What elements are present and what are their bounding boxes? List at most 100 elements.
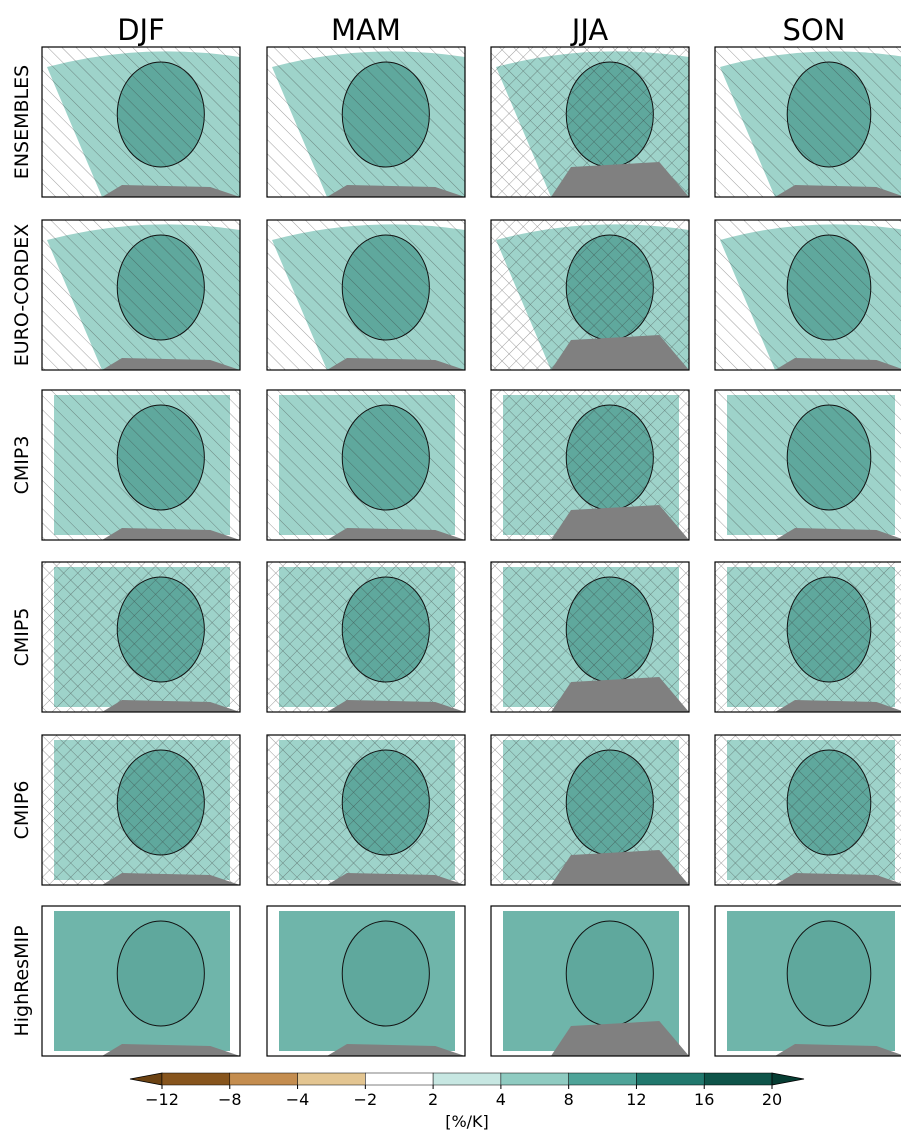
masked-area [551,162,689,197]
map-panel [41,46,241,198]
panel-frame [714,734,901,886]
masked-area [775,358,901,370]
map-content [267,906,465,1056]
map-panel [714,219,901,371]
hatching [42,220,240,370]
hatching [267,735,465,885]
map-content [42,390,240,540]
map-content [715,906,901,1056]
map-content [715,562,901,712]
hatching [267,47,465,197]
map-panel [41,389,241,541]
masked-area [102,700,240,712]
colorbar-segment [500,1072,569,1086]
map-content [491,735,689,885]
panel-frame [490,219,690,371]
map-content [491,562,689,712]
panel-frame [41,46,241,198]
row-label: HighResMIP [11,925,33,1036]
map-panel [714,734,901,886]
panel-frame [714,561,901,713]
panel-frame [266,734,466,886]
row-label: CMIP6 [11,781,33,840]
masked-area [327,873,465,885]
hatching [267,390,465,540]
map-panel [490,561,690,713]
panel-frame [41,905,241,1057]
masked-area [327,358,465,370]
column-title: MAM [331,13,401,47]
land-mass [116,920,205,1027]
map-panel [490,905,690,1057]
colorbar-extend-low [129,1072,163,1086]
map-panel [266,219,466,371]
hatching [42,390,240,540]
panel-frame [490,389,690,541]
masked-area [102,358,240,370]
panel-frame [490,905,690,1057]
panel-frame [41,734,241,886]
map-content [715,390,901,540]
masked-area [551,677,689,712]
masked-area [102,185,240,197]
land-mass [786,920,872,1027]
colorbar-segment [297,1072,366,1086]
panel-frame [266,561,466,713]
colorbar-extend-high [771,1072,805,1086]
colorbar-tick-label: −4 [286,1090,310,1109]
map-panel [714,389,901,541]
colorbar-tick-label: 20 [762,1090,782,1109]
masked-area [775,185,901,197]
hatching [42,735,240,885]
colorbar-label: [%/K] [445,1112,489,1131]
masked-area [102,1044,240,1056]
map-panel [714,46,901,198]
column-title: DJF [117,13,165,47]
masked-area [551,850,689,885]
colorbar-tick-label: 4 [496,1090,506,1109]
map-panel [266,561,466,713]
hatching [715,735,901,885]
map-content [267,735,465,885]
hatching [715,47,901,197]
panel-frame [266,219,466,371]
map-panel [41,219,241,371]
map-content [42,220,240,370]
hatching [715,220,901,370]
map-content [491,220,689,370]
panel-frame [490,561,690,713]
masked-area [327,700,465,712]
hatching [267,562,465,712]
map-panel [490,734,690,886]
map-content [267,562,465,712]
masked-area [775,700,901,712]
colorbar-segment [161,1072,231,1086]
panel-frame [714,905,901,1057]
map-content [491,906,689,1056]
map-content [267,47,465,197]
hatching [715,562,901,712]
map-panel [266,389,466,541]
map-panel [490,46,690,198]
masked-area [775,528,901,540]
masked-area [775,873,901,885]
map-panel [41,561,241,713]
masked-area [327,528,465,540]
colorbar-segment [229,1072,298,1086]
map-content [715,220,901,370]
masked-area [551,505,689,540]
colorbar-tick-label: −2 [354,1090,378,1109]
colorbar-tick-label: −12 [145,1090,179,1109]
masked-area [327,1044,465,1056]
panel-frame [714,219,901,371]
map-content [491,390,689,540]
colorbar-segment [568,1072,637,1086]
row-label: CMIP3 [11,436,33,495]
masked-area [327,185,465,197]
colorbar-tick-label: 12 [626,1090,646,1109]
masked-area [775,1044,901,1056]
map-content [42,735,240,885]
map-panel [266,905,466,1057]
map-content [42,47,240,197]
